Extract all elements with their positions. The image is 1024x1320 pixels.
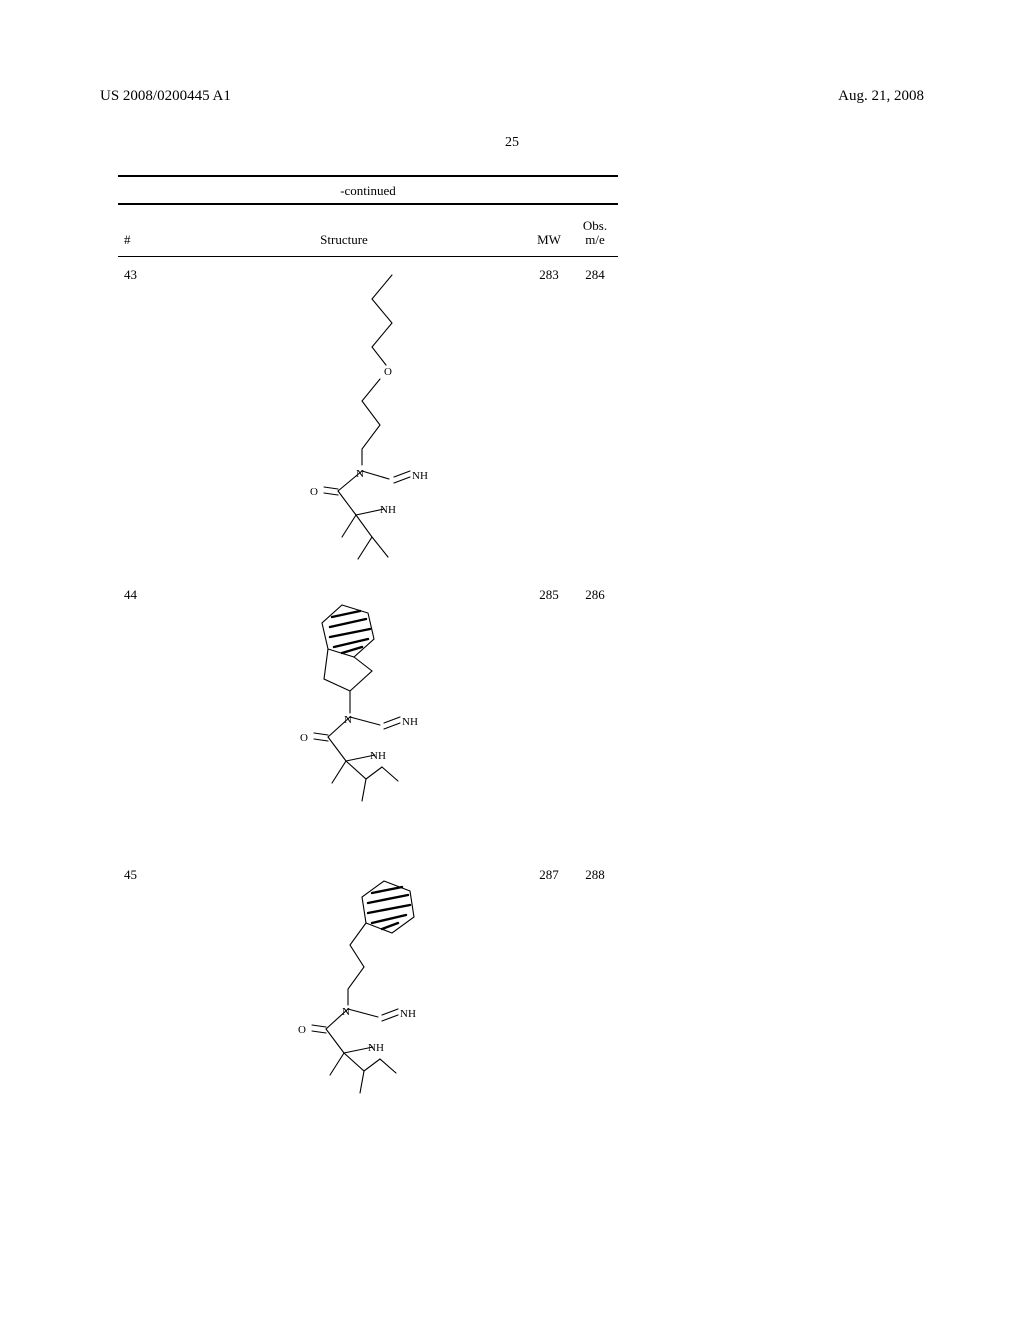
compound-number: 44 xyxy=(118,587,162,603)
col-header-obs-top: Obs. xyxy=(572,219,618,233)
table-row: 44 xyxy=(118,577,618,857)
structure-44: N NH NH O xyxy=(234,587,454,857)
atom-label: NH xyxy=(402,716,418,728)
table-row: 45 xyxy=(118,857,618,1137)
compound-table: -continued # Structure MW Obs. m/e 43 xyxy=(118,175,618,1137)
table-header-row: # Structure MW Obs. m/e xyxy=(118,205,618,256)
compound-obs: 286 xyxy=(572,587,618,603)
atom-label: N xyxy=(356,468,364,480)
atom-label: NH xyxy=(368,1042,384,1054)
atom-label: O xyxy=(300,732,308,744)
atom-label: O xyxy=(384,366,392,378)
col-header-mw: MW xyxy=(526,232,572,248)
compound-obs: 284 xyxy=(572,267,618,283)
atom-label: N xyxy=(344,714,352,726)
atom-label: NH xyxy=(370,750,386,762)
compound-number: 43 xyxy=(118,267,162,283)
compound-mw: 285 xyxy=(526,587,572,603)
atom-label: NH xyxy=(380,504,396,516)
atom-label: O xyxy=(298,1024,306,1036)
structure-43: O N NH NH O xyxy=(234,267,454,577)
atom-label: NH xyxy=(400,1008,416,1020)
col-header-obs-bot: m/e xyxy=(572,233,618,247)
atom-label: NH xyxy=(412,470,428,482)
publication-date: Aug. 21, 2008 xyxy=(838,88,924,105)
atom-label: N xyxy=(342,1006,350,1018)
compound-mw: 287 xyxy=(526,867,572,883)
compound-number: 45 xyxy=(118,867,162,883)
publication-number: US 2008/0200445 A1 xyxy=(100,88,231,105)
col-header-obs: Obs. m/e xyxy=(572,219,618,248)
atom-label: O xyxy=(310,486,318,498)
table-row: 43 xyxy=(118,257,618,577)
page-number: 25 xyxy=(0,135,1024,151)
compound-obs: 288 xyxy=(572,867,618,883)
table-continued-label: -continued xyxy=(118,177,618,203)
compound-mw: 283 xyxy=(526,267,572,283)
col-header-number: # xyxy=(118,232,162,248)
col-header-structure: Structure xyxy=(162,232,526,248)
structure-45: N NH NH O xyxy=(234,867,454,1137)
